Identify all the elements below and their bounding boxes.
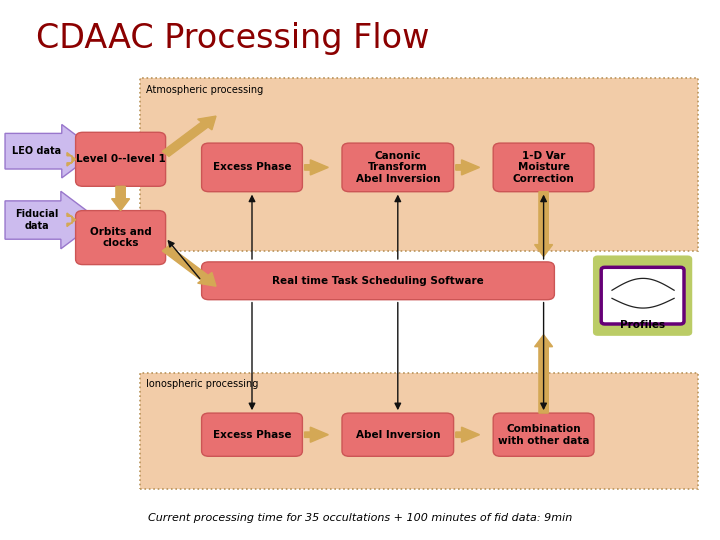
Text: Combination
with other data: Combination with other data	[498, 424, 590, 446]
FancyBboxPatch shape	[601, 267, 684, 324]
FancyBboxPatch shape	[202, 413, 302, 456]
Text: Profiles: Profiles	[620, 320, 665, 330]
FancyBboxPatch shape	[5, 191, 99, 249]
FancyBboxPatch shape	[202, 262, 554, 300]
FancyArrow shape	[535, 192, 553, 256]
Text: Atmospheric processing: Atmospheric processing	[146, 85, 264, 95]
FancyArrow shape	[112, 186, 130, 211]
FancyArrow shape	[456, 427, 480, 442]
Text: Real time Task Scheduling Software: Real time Task Scheduling Software	[272, 276, 484, 286]
Text: Ionospheric processing: Ionospheric processing	[146, 379, 258, 389]
FancyBboxPatch shape	[493, 413, 594, 456]
Bar	[140, 78, 698, 251]
Text: Fiducial
data: Fiducial data	[15, 210, 58, 231]
FancyArrow shape	[535, 335, 553, 413]
Text: Excess Phase: Excess Phase	[212, 430, 292, 440]
FancyArrow shape	[305, 160, 328, 175]
Text: Orbits and
clocks: Orbits and clocks	[90, 227, 151, 248]
FancyArrow shape	[162, 246, 216, 286]
FancyBboxPatch shape	[342, 413, 454, 456]
Text: Canonic
Transform
Abel Inversion: Canonic Transform Abel Inversion	[356, 151, 440, 184]
FancyArrow shape	[456, 160, 480, 175]
FancyBboxPatch shape	[5, 125, 97, 178]
FancyBboxPatch shape	[342, 143, 454, 192]
Text: 1-D Var
Moisture
Correction: 1-D Var Moisture Correction	[513, 151, 575, 184]
FancyArrow shape	[67, 213, 76, 226]
Text: Excess Phase: Excess Phase	[212, 163, 292, 172]
FancyBboxPatch shape	[202, 143, 302, 192]
FancyBboxPatch shape	[76, 211, 166, 265]
FancyBboxPatch shape	[594, 256, 691, 335]
Text: Abel Inversion: Abel Inversion	[356, 430, 440, 440]
Bar	[140, 373, 698, 489]
Text: CDAAC Processing Flow: CDAAC Processing Flow	[36, 22, 429, 55]
FancyBboxPatch shape	[76, 132, 166, 186]
FancyBboxPatch shape	[493, 143, 594, 192]
Text: Level 0--level 1: Level 0--level 1	[76, 154, 166, 164]
Text: LEO data: LEO data	[12, 146, 61, 156]
FancyArrow shape	[305, 427, 328, 442]
FancyArrow shape	[162, 116, 216, 157]
Text: Current processing time for 35 occultations + 100 minutes of fid data: 9min: Current processing time for 35 occultati…	[148, 514, 572, 523]
FancyArrow shape	[67, 153, 76, 166]
